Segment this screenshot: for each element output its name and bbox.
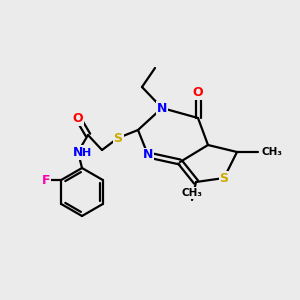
Text: S: S xyxy=(113,131,122,145)
Text: CH₃: CH₃ xyxy=(261,147,282,157)
Text: N: N xyxy=(73,146,83,158)
Text: O: O xyxy=(73,112,83,124)
Text: CH₃: CH₃ xyxy=(182,188,203,198)
Text: H: H xyxy=(82,148,91,158)
Text: O: O xyxy=(193,85,203,98)
Text: N: N xyxy=(157,101,167,115)
Text: F: F xyxy=(42,173,50,187)
Text: N: N xyxy=(143,148,153,161)
Text: S: S xyxy=(220,172,229,184)
